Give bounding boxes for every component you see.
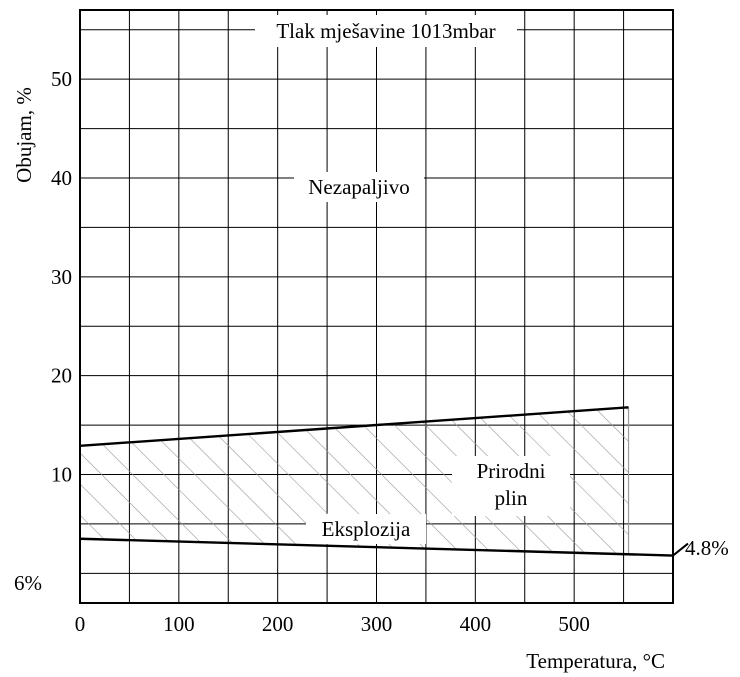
explosion-hatch — [80, 407, 629, 555]
natural-gas-label-line2: plin — [495, 486, 528, 510]
natural-gas-label-line1: Prirodni — [477, 459, 546, 483]
y-tick-label: 30 — [51, 265, 72, 289]
lower-limit-line — [79, 537, 674, 557]
x-tick-label: 400 — [460, 612, 492, 636]
y-tick-label: 50 — [51, 67, 72, 91]
upper-limit-line — [79, 406, 629, 448]
chart-title: Tlak mješavine 1013mbar — [276, 19, 495, 43]
left-value-label: 6% — [14, 571, 42, 595]
right-value-leader — [672, 542, 689, 557]
y-axis-label: Obujam, % — [12, 87, 36, 183]
series-layer — [79, 406, 674, 557]
tick-labels: 0 100 200 300 400 500 10 20 30 40 50 — [51, 67, 590, 636]
natural-gas-label-background — [452, 456, 570, 516]
x-tick-label: 300 — [361, 612, 393, 636]
nonflammable-label: Nezapaljivo — [308, 175, 409, 199]
nonflammable-label-background — [294, 172, 424, 202]
x-tick-label: 500 — [558, 612, 590, 636]
y-tick-label: 10 — [51, 463, 72, 487]
explosion-label: Eksplozija — [322, 517, 411, 541]
x-axis-label: Temperatura, °C — [526, 649, 665, 673]
right-value-label: 4.8% — [685, 536, 729, 560]
y-tick-label: 20 — [51, 364, 72, 388]
explosion-region — [80, 407, 630, 555]
explosion-label-background — [306, 514, 426, 544]
x-tick-label: 200 — [262, 612, 294, 636]
title-background — [255, 15, 517, 47]
plot-frame — [79, 9, 674, 604]
y-tick-label: 40 — [51, 166, 72, 190]
x-tick-label: 0 — [75, 612, 86, 636]
x-tick-label: 100 — [163, 612, 195, 636]
